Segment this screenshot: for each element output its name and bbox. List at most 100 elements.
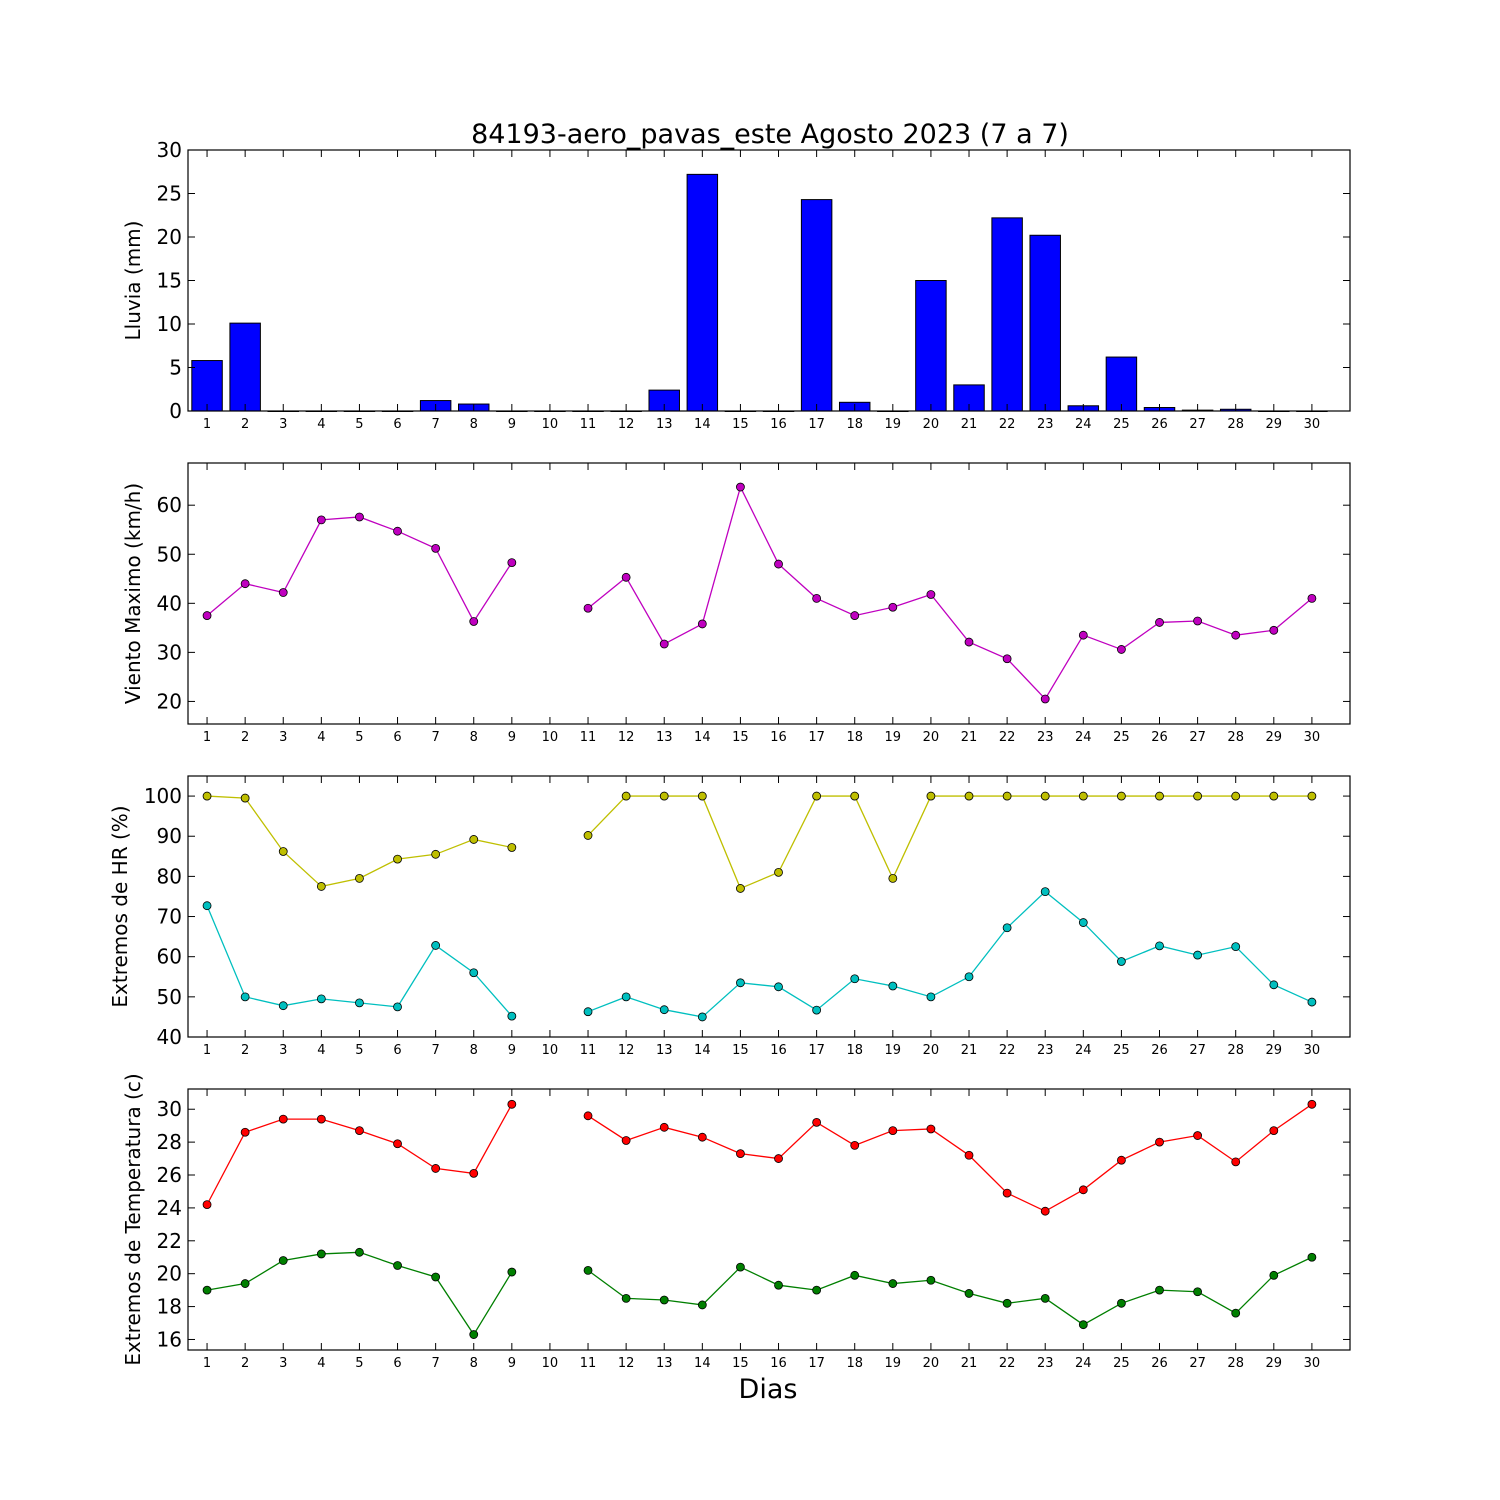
y-tick-label: 70 <box>157 905 182 929</box>
x-tick-label: 25 <box>1113 417 1130 432</box>
series-1-point-21 <box>964 637 974 647</box>
x-tick-label: 29 <box>1266 1356 1283 1371</box>
series-1-point-22 <box>1002 1188 1012 1198</box>
series-2-point-3 <box>278 1001 288 1011</box>
x-tick-label: 14 <box>694 417 711 432</box>
x-tick-label: 15 <box>732 1356 749 1371</box>
series-1-point-23 <box>1040 1206 1050 1216</box>
plot-frame <box>187 1088 1351 1351</box>
x-tick-label: 20 <box>923 730 940 745</box>
x-tick-label: 14 <box>694 1043 711 1058</box>
series-1-point-17 <box>812 1117 822 1127</box>
x-tick-label: 26 <box>1151 417 1168 432</box>
x-tick-label: 20 <box>923 417 940 432</box>
y-axis-label: Lluvia (mm) <box>121 221 145 341</box>
series-2-point-7 <box>431 1272 441 1282</box>
y-tick-label: 40 <box>157 1025 182 1049</box>
x-tick-label: 3 <box>279 1043 287 1058</box>
x-tick-label: 29 <box>1266 730 1283 745</box>
series-1-point-29 <box>1269 1126 1279 1136</box>
y-tick-label: 5 <box>169 356 182 380</box>
series-2-point-22 <box>1002 923 1012 933</box>
y-tick-label: 26 <box>157 1163 182 1187</box>
x-tick-label: 22 <box>999 417 1016 432</box>
series-1-point-26 <box>1155 1137 1164 1147</box>
x-tick-label: 10 <box>542 1043 559 1058</box>
x-tick-label: 28 <box>1227 730 1244 745</box>
x-tick-label: 2 <box>241 730 249 745</box>
y-tick-label: 100 <box>144 784 182 808</box>
series-2-point-19 <box>888 981 898 991</box>
series-1-point-1 <box>202 791 212 801</box>
y-tick-label: 30 <box>157 640 182 664</box>
x-tick-label: 27 <box>1189 1356 1206 1371</box>
y-tick-label: 30 <box>157 1097 182 1121</box>
series-2-point-4 <box>316 1249 326 1259</box>
series-1-point-13 <box>659 639 669 649</box>
series-1-point-28 <box>1231 791 1241 801</box>
y-tick-label: 0 <box>169 399 182 423</box>
series-1-point-17 <box>812 791 822 801</box>
series-1-point-13 <box>659 1122 669 1132</box>
series-2-point-3 <box>278 1256 288 1265</box>
x-tick-label: 9 <box>508 1043 516 1058</box>
x-tick-label: 28 <box>1227 1043 1244 1058</box>
series-1-point-7 <box>431 543 441 553</box>
series-1-point-16 <box>774 1154 783 1163</box>
series-1-point-4 <box>316 515 326 525</box>
bar-23 <box>1029 234 1061 412</box>
x-tick-label: 18 <box>846 417 863 432</box>
x-tick-label: 10 <box>542 730 559 745</box>
x-tick-label: 26 <box>1151 1043 1168 1058</box>
series-1-point-12 <box>621 1136 631 1145</box>
series-2-point-24 <box>1078 1320 1088 1330</box>
y-axis-label: Extremos de HR (%) <box>108 805 132 1007</box>
series-2-point-30 <box>1307 1252 1317 1262</box>
x-tick-label: 7 <box>431 1356 439 1371</box>
series-1-point-21 <box>964 791 974 801</box>
series-1-point-7 <box>431 849 441 859</box>
series-1-point-16 <box>774 559 783 569</box>
series-1-point-20 <box>926 1124 936 1134</box>
series-1-point-27 <box>1193 616 1203 626</box>
series-2-point-13 <box>659 1005 669 1015</box>
series-2-point-1 <box>202 901 212 911</box>
x-tick-label: 24 <box>1075 730 1092 745</box>
series-1-point-9 <box>507 1099 517 1109</box>
series-2-point-25 <box>1117 957 1126 966</box>
x-tick-label: 10 <box>542 417 559 432</box>
series-2-point-28 <box>1231 942 1241 952</box>
y-tick-label: 15 <box>157 269 182 293</box>
x-tick-label: 26 <box>1151 730 1168 745</box>
x-tick-label: 3 <box>279 417 287 432</box>
x-tick-label: 15 <box>732 1043 749 1058</box>
bar-14 <box>686 173 719 412</box>
series-1-point-7 <box>431 1164 441 1173</box>
x-tick-label: 24 <box>1075 417 1092 432</box>
x-tick-label: 8 <box>470 1356 478 1371</box>
y-tick-label: 50 <box>157 542 182 566</box>
x-tick-label: 18 <box>846 730 863 745</box>
y-tick-label: 20 <box>157 225 182 249</box>
x-tick-label: 30 <box>1304 1356 1321 1371</box>
series-1-point-18 <box>850 791 860 801</box>
series-2-point-29 <box>1269 1270 1279 1280</box>
x-tick-label: 19 <box>885 1043 902 1058</box>
y-tick-label: 20 <box>157 689 182 713</box>
series-1-point-11 <box>583 831 593 840</box>
series-1-point-24 <box>1078 630 1088 640</box>
series-1-point-15 <box>736 884 745 893</box>
x-tick-label: 1 <box>203 1043 211 1058</box>
x-tick-label: 12 <box>618 417 635 432</box>
series-1-point-12 <box>621 572 631 582</box>
series-1-point-19 <box>888 873 898 883</box>
series-1-point-6 <box>393 526 402 536</box>
x-tick-label: 29 <box>1266 417 1283 432</box>
x-tick-label: 1 <box>203 417 211 432</box>
series-2-point-21 <box>964 972 974 982</box>
series-2-point-23 <box>1040 887 1050 897</box>
series-2-point-29 <box>1269 980 1279 990</box>
x-tick-label: 30 <box>1304 730 1321 745</box>
x-tick-label: 27 <box>1189 1043 1206 1058</box>
